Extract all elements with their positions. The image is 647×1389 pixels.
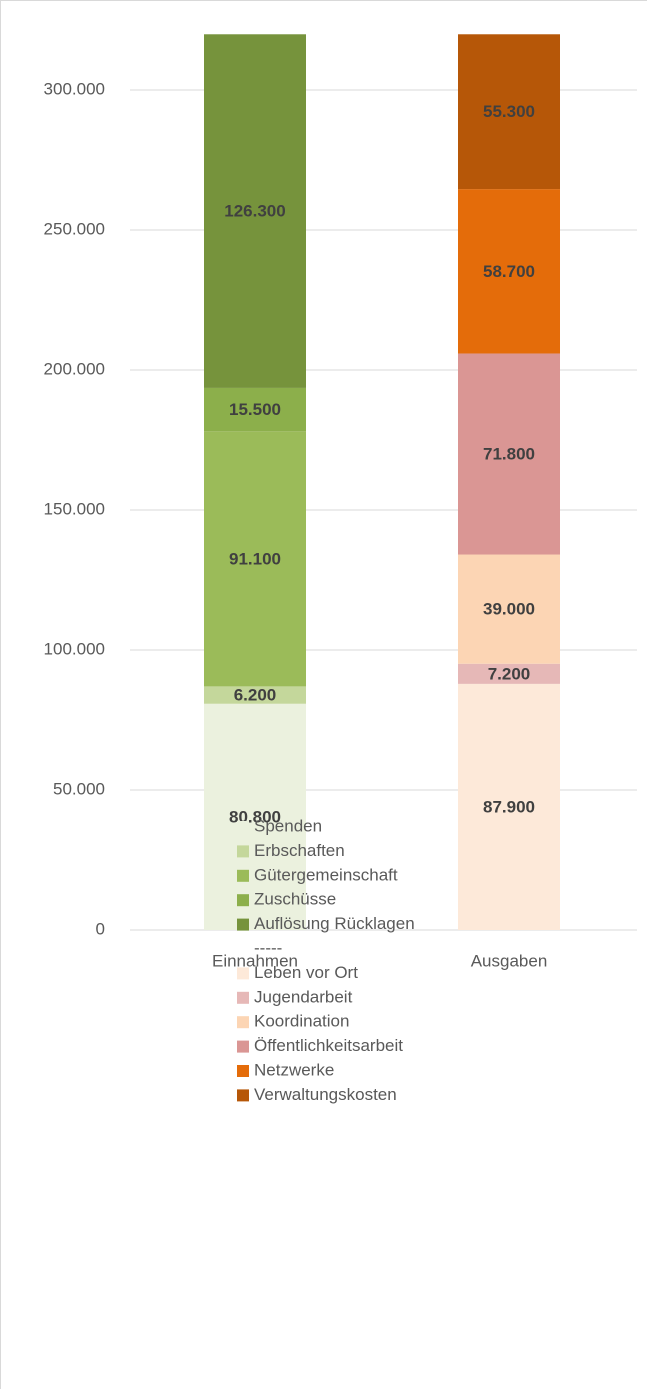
bar-segment (458, 189, 560, 354)
x-tick-label: Ausgaben (471, 951, 548, 970)
bar-segment (204, 703, 306, 930)
y-tick-label: 50.000 (53, 779, 105, 798)
legend-label: Zuschüsse (254, 890, 336, 909)
x-tick-label: Einnahmen (212, 951, 298, 970)
value-label: 15.500 (229, 400, 281, 419)
y-tick-label: 200.000 (44, 359, 105, 378)
legend-swatch (237, 845, 249, 858)
legend-swatch (237, 894, 249, 907)
legend-label: Gütergemeinschaft (254, 865, 398, 884)
bar-segment (204, 34, 306, 388)
value-label: 91.100 (229, 549, 281, 568)
value-label: 71.800 (483, 444, 535, 463)
value-label: 7.200 (488, 664, 531, 683)
legend-swatch (237, 991, 249, 1004)
bar-segment (458, 554, 560, 664)
value-label: 126.300 (224, 202, 285, 221)
legend-label: Jugendarbeit (254, 987, 353, 1006)
value-label: 39.000 (483, 600, 535, 619)
bar-segment (204, 686, 306, 704)
y-tick-label: 0 (96, 919, 105, 938)
legend-swatch (237, 1016, 249, 1029)
legend-label: Leben vor Ort (254, 963, 358, 982)
legend-swatch (237, 1040, 249, 1053)
legend-label: ----- (254, 938, 282, 957)
y-tick-label: 300.000 (44, 79, 105, 98)
y-tick-label: 250.000 (44, 219, 105, 238)
legend-label: Erbschaften (254, 841, 345, 860)
legend-label: Spenden (254, 816, 322, 835)
legend-label: Netzwerke (254, 1060, 334, 1079)
value-label: 55.300 (483, 102, 535, 121)
legend-swatch (237, 821, 249, 833)
legend-label: Öffentlichkeitsarbeit (254, 1036, 403, 1055)
bar-segment (458, 663, 560, 684)
legend-swatch (237, 1089, 249, 1102)
legend-swatch (237, 918, 249, 931)
legend-label: Auflösung Rücklagen (254, 914, 415, 933)
value-label: 58.700 (483, 262, 535, 281)
legend-swatch (237, 1065, 249, 1077)
value-label: 87.900 (483, 797, 535, 816)
legend-swatch (237, 869, 249, 882)
y-tick-label: 150.000 (44, 499, 105, 518)
value-label: 6.200 (234, 686, 277, 705)
legend-label: Verwaltungskosten (254, 1085, 397, 1104)
bar-segment (204, 387, 306, 432)
y-tick-label: 100.000 (44, 639, 105, 658)
legend-label: Koordination (254, 1012, 349, 1031)
bar-segment (458, 34, 560, 190)
bar-segment (458, 353, 560, 555)
legend-swatch (237, 967, 249, 980)
bar-segment (204, 431, 306, 687)
bar-segment (458, 683, 560, 930)
